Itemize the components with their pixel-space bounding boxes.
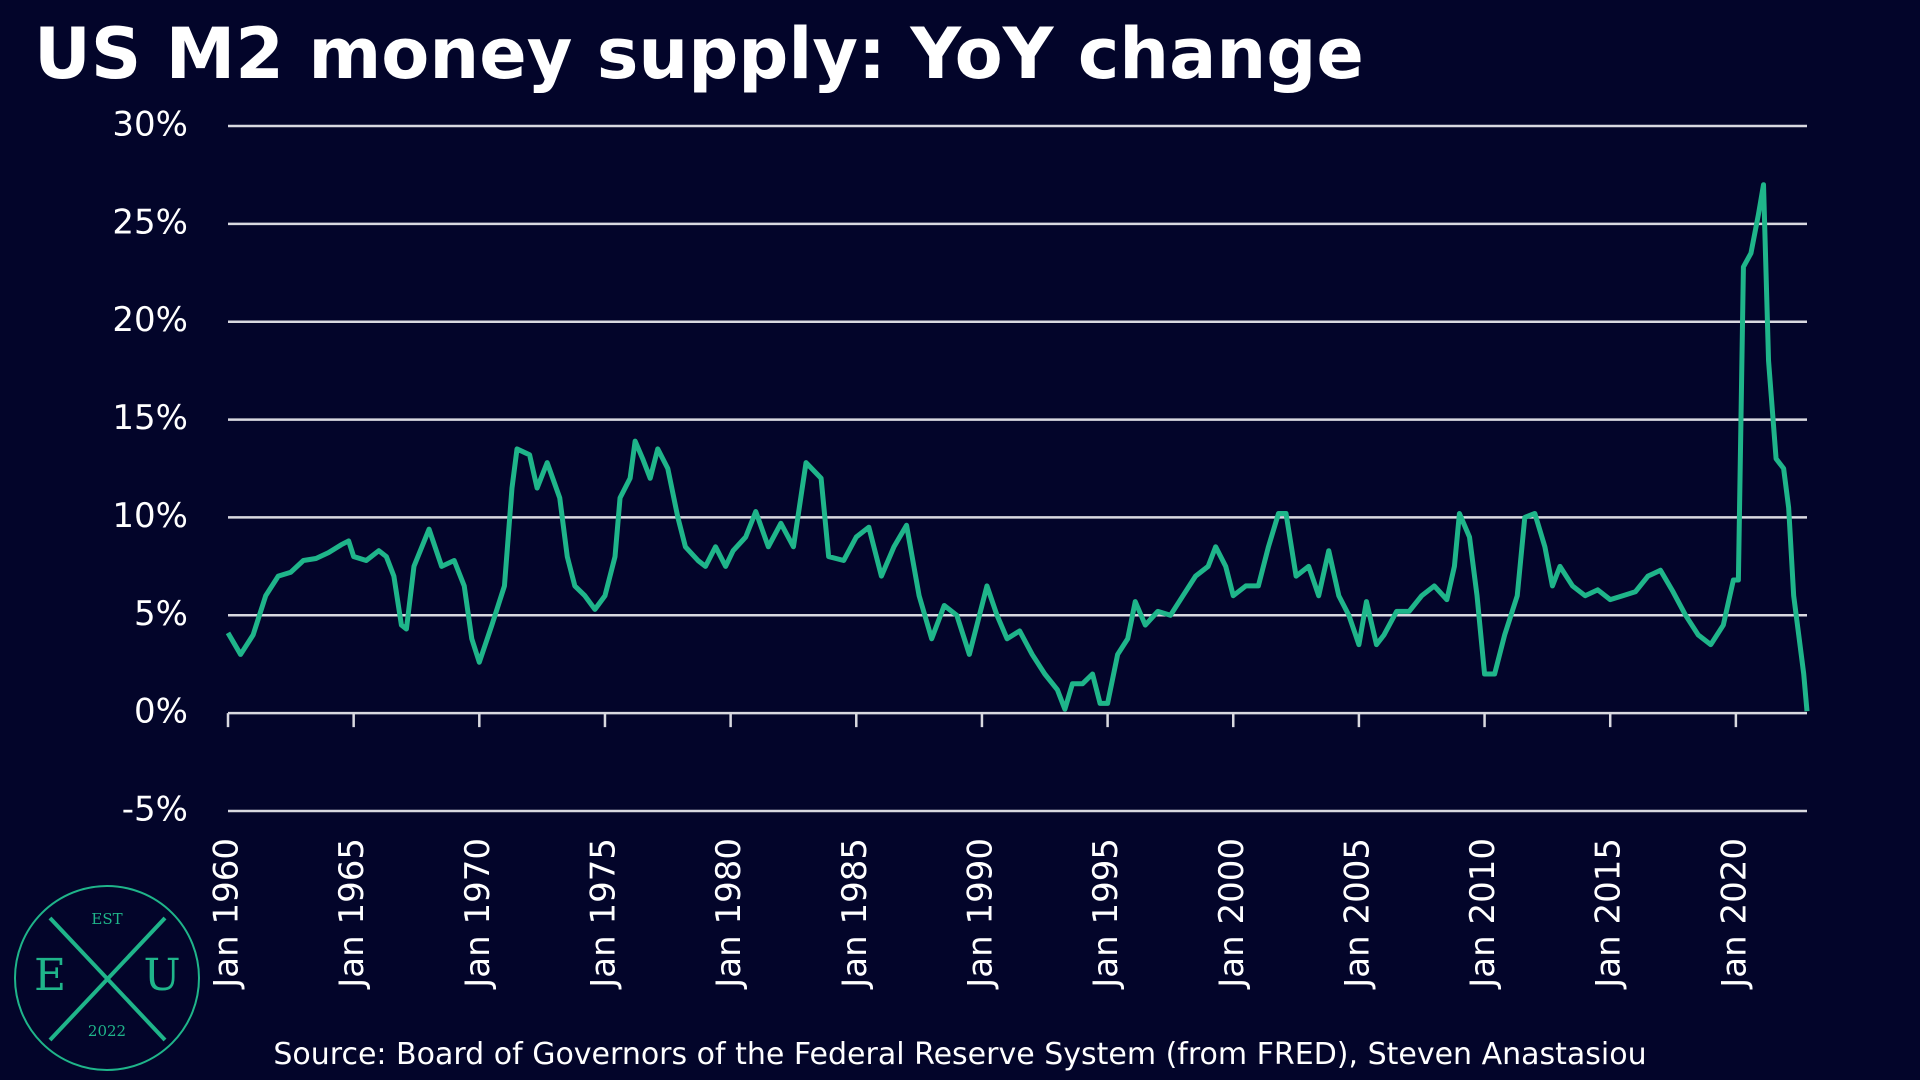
x-tick-label: Jan 1975	[583, 838, 623, 990]
x-tick-label: Jan 1985	[835, 838, 875, 990]
y-tick-label: 30%	[112, 105, 188, 145]
y-tick-label: 25%	[112, 202, 188, 242]
y-tick-label: -5%	[122, 790, 188, 830]
logo-text: E	[34, 950, 66, 1001]
x-tick-label: Jan 2015	[1589, 838, 1629, 990]
chart-title: US M2 money supply: YoY change	[34, 13, 1364, 95]
source-note: Source: Board of Governors of the Federa…	[273, 1037, 1646, 1072]
y-tick-label: 15%	[112, 398, 188, 438]
logo-ring	[14, 885, 200, 1071]
logo-text: 2022	[88, 1022, 126, 1040]
x-tick-label: Jan 1960	[207, 838, 247, 990]
x-tick-label: Jan 1990	[960, 838, 1000, 990]
y-tick-label: 10%	[112, 496, 188, 536]
logo-cross	[48, 916, 167, 1042]
y-tick-label: 20%	[112, 300, 188, 340]
y-tick-label: 5%	[134, 594, 188, 634]
x-tick-label: Jan 1965	[332, 838, 372, 990]
data-line	[225, 182, 1810, 712]
x-tick-label: Jan 2020	[1714, 838, 1754, 990]
y-tick-label: 0%	[134, 692, 188, 732]
x-tick-label: Jan 1995	[1086, 838, 1126, 990]
x-tick-label: Jan 2000	[1212, 838, 1252, 990]
x-tick-label: Jan 1970	[458, 838, 498, 990]
x-tick-label: Jan 1980	[709, 838, 749, 990]
logo-text: U	[143, 950, 180, 1001]
logo: EST E U 2022	[14, 885, 200, 1071]
x-tick-label: Jan 2010	[1463, 838, 1503, 990]
x-tick-label: Jan 2005	[1337, 838, 1377, 990]
logo-text: EST	[91, 910, 122, 928]
